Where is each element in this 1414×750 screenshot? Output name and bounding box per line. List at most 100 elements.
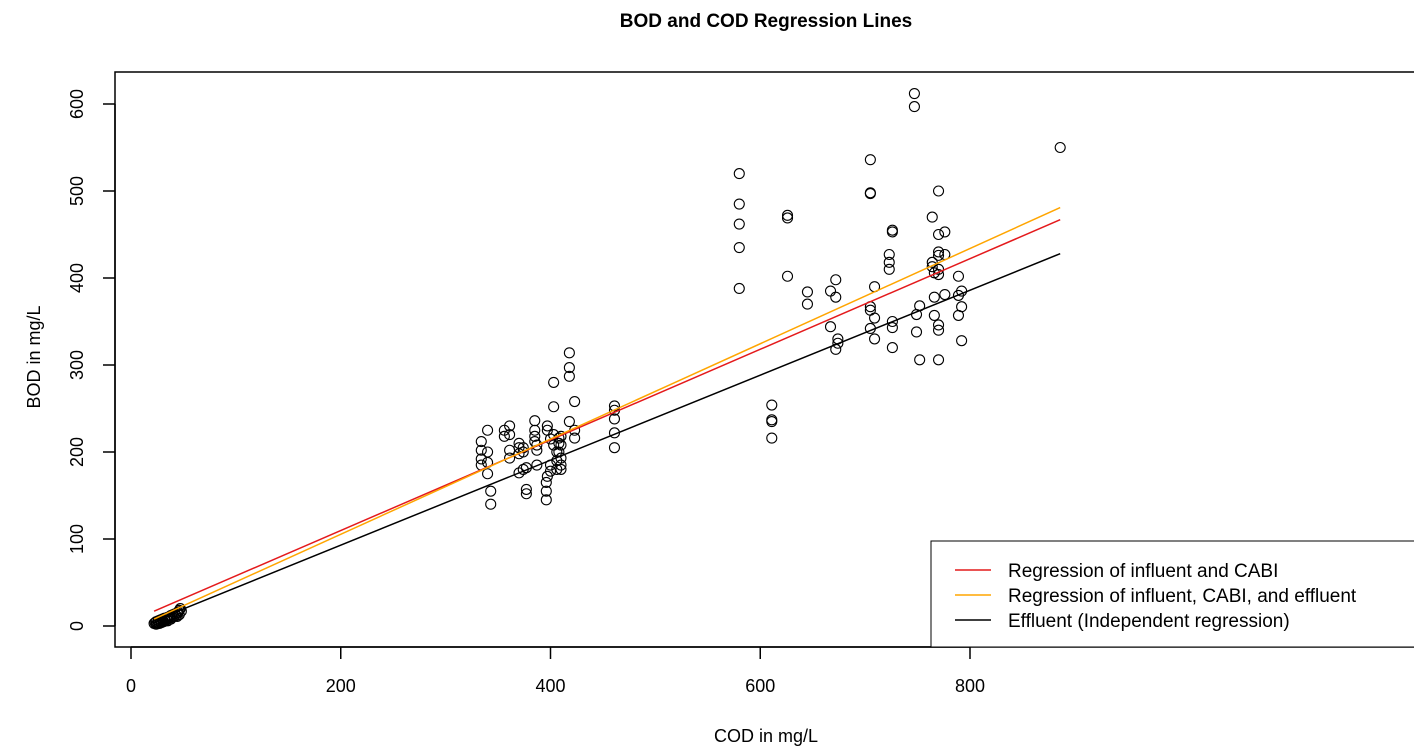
- data-point: [883, 256, 895, 268]
- data-point: [475, 436, 487, 448]
- regression-lines: [153, 206, 1061, 622]
- data-point: [1054, 141, 1066, 154]
- data-point: [563, 362, 575, 374]
- data-point: [932, 324, 945, 336]
- data-point: [832, 337, 844, 349]
- data-point: [908, 88, 920, 100]
- data-point: [766, 432, 778, 444]
- data-point: [932, 319, 945, 331]
- data-point: [529, 424, 541, 436]
- data-point: [531, 439, 543, 451]
- data-point: [548, 376, 560, 388]
- data-point: [864, 188, 876, 200]
- data-point: [928, 309, 940, 321]
- y-tick-label: 400: [67, 263, 87, 293]
- data-points: [148, 88, 1066, 630]
- data-point: [529, 430, 541, 442]
- data-point: [781, 209, 794, 221]
- data-point: [886, 315, 898, 328]
- y-tick-label: 500: [67, 176, 87, 206]
- data-point: [932, 185, 945, 197]
- data-point: [504, 420, 516, 432]
- x-tick-label: 0: [126, 676, 136, 696]
- data-point: [541, 420, 553, 432]
- data-point: [531, 459, 543, 471]
- data-point: [864, 187, 876, 199]
- y-axis-label: BOD in mg/L: [24, 305, 44, 408]
- data-point: [563, 370, 575, 382]
- data-point: [932, 228, 945, 241]
- data-point: [883, 248, 895, 261]
- legend-entry-2: Effluent (Independent regression): [1008, 611, 1290, 632]
- data-point: [733, 282, 745, 294]
- data-point: [766, 415, 778, 428]
- data-point: [926, 211, 938, 223]
- data-point: [928, 291, 940, 303]
- data-point: [939, 288, 951, 301]
- data-point: [520, 483, 532, 495]
- data-point: [504, 444, 516, 456]
- data-point: [824, 321, 837, 333]
- data-point: [540, 494, 552, 506]
- data-point: [886, 226, 898, 238]
- data-point: [766, 399, 778, 411]
- data-point: [733, 168, 745, 180]
- y-tick-label: 300: [67, 350, 87, 380]
- data-point: [553, 437, 565, 449]
- data-point: [569, 432, 581, 444]
- x-tick-label: 200: [326, 676, 356, 696]
- data-point: [932, 246, 945, 258]
- data-point: [548, 439, 560, 451]
- regression-line-0: [153, 219, 1061, 612]
- data-point: [830, 274, 842, 286]
- legend-box: [930, 540, 1414, 648]
- legend-entry-1: Regression of influent, CABI, and efflue…: [1008, 586, 1357, 607]
- data-point: [482, 424, 494, 436]
- data-point: [886, 342, 898, 354]
- data-point: [520, 488, 532, 500]
- data-point: [952, 270, 965, 282]
- data-point: [569, 395, 581, 408]
- data-point: [544, 465, 557, 477]
- data-point: [563, 415, 575, 428]
- data-point: [555, 439, 567, 451]
- data-point: [781, 270, 794, 282]
- data-point: [908, 101, 920, 113]
- y-tick-label: 0: [67, 621, 87, 631]
- regression-line-2: [153, 252, 1061, 622]
- data-point: [869, 333, 881, 345]
- data-point: [555, 459, 567, 471]
- data-point: [886, 322, 898, 334]
- data-point: [563, 347, 575, 359]
- data-point: [733, 198, 745, 210]
- data-point: [801, 298, 813, 310]
- data-point: [485, 485, 497, 497]
- data-point: [548, 401, 560, 413]
- data-point: [926, 261, 938, 273]
- x-axis-label: COD in mg/L: [714, 726, 818, 746]
- data-point: [956, 335, 968, 347]
- data-point: [529, 415, 541, 427]
- data-point: [551, 463, 563, 475]
- data-point: [485, 498, 497, 510]
- data-point: [482, 468, 494, 480]
- data-point: [504, 452, 516, 464]
- data-point: [733, 242, 745, 254]
- x-tick-label: 400: [535, 676, 565, 696]
- x-tick-label: 600: [745, 676, 775, 696]
- y-tick-label: 600: [67, 89, 87, 119]
- data-point: [824, 285, 837, 297]
- data-point: [956, 301, 968, 313]
- data-point: [540, 476, 552, 489]
- data-point: [830, 291, 842, 303]
- legend-entry-0: Regression of influent and CABI: [1008, 561, 1278, 582]
- x-tick-label: 800: [955, 676, 985, 696]
- data-point: [608, 400, 621, 412]
- data-point: [932, 249, 945, 261]
- legend: Regression of influent and CABI Regressi…: [930, 540, 1414, 648]
- data-point: [482, 446, 494, 458]
- data-point: [883, 263, 895, 275]
- chart-title: BOD and COD Regression Lines: [620, 11, 912, 32]
- data-point: [498, 430, 510, 442]
- data-point: [801, 286, 813, 298]
